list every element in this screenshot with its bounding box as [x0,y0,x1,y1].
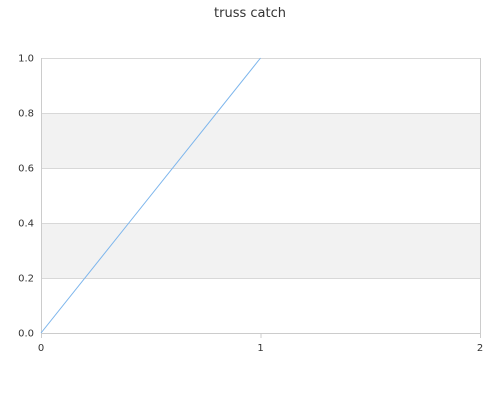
x-tick-label: 2 [477,343,483,354]
x-tick-label: 0 [38,343,44,354]
y-tick-label: 0.2 [18,274,34,285]
y-axis-ticks: 0.0 0.2 0.4 0.6 0.8 1.0 [18,54,34,340]
y-tick-label: 0.0 [18,329,34,340]
y-tick-label: 1.0 [18,54,34,65]
plot-bands [41,113,480,278]
y-tick-label: 0.8 [18,109,34,120]
series-group [40,57,261,334]
axes [41,58,481,334]
plot-band [41,223,480,278]
x-axis-ticks: 0 1 2 [38,333,483,354]
grid-lines [41,58,480,334]
y-tick-label: 0.4 [18,219,34,230]
plot-band [41,113,480,168]
chart-title: truss catch [214,6,286,21]
y-tick-label: 0.6 [18,164,34,175]
x-tick-label: 1 [257,343,263,354]
series-line [40,57,261,334]
